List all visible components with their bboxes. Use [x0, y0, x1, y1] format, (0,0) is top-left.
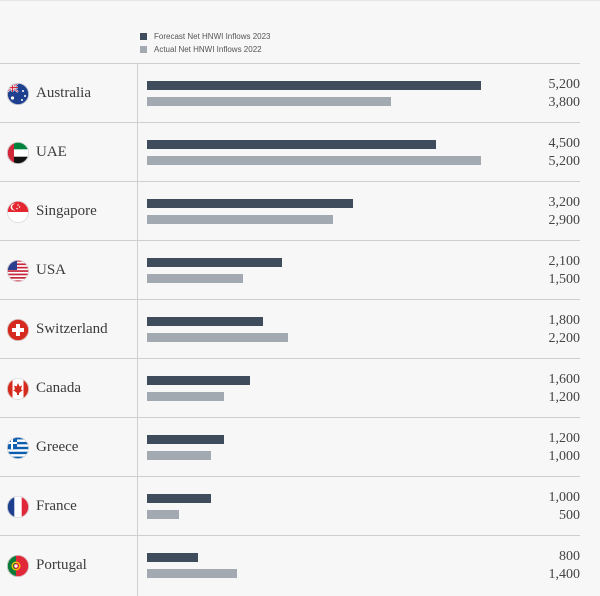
value-label-actual: 1,400 — [548, 567, 581, 582]
singapore-flag-icon — [7, 201, 29, 223]
bar-actual — [147, 274, 244, 283]
bar-forecast — [147, 140, 437, 149]
value-label-actual: 1,200 — [548, 390, 581, 405]
bar-forecast — [147, 376, 250, 385]
canada-flag-icon — [7, 378, 29, 400]
bar-actual — [147, 156, 481, 165]
value-label-actual: 1,000 — [548, 449, 581, 464]
chart-row: Singapore 3,200 2,900 — [0, 181, 580, 241]
chart-row: Greece 1,200 1,000 — [0, 417, 580, 477]
greece-flag-icon — [7, 437, 29, 459]
category-label: Singapore — [36, 203, 97, 219]
bar-actual — [147, 569, 237, 578]
category-label: Canada — [36, 380, 81, 396]
value-label-actual: 1,500 — [548, 272, 581, 287]
value-label-forecast: 2,100 — [548, 254, 581, 269]
bar-actual — [147, 97, 392, 106]
value-label-forecast: 4,500 — [548, 136, 581, 151]
value-label-forecast: 1,200 — [548, 431, 581, 446]
bar-actual — [147, 392, 225, 401]
category-label: Australia — [36, 85, 91, 101]
usa-flag-icon — [7, 260, 29, 282]
legend-label-forecast: Forecast Net HNWI Inflows 2023 — [154, 32, 271, 41]
category-label: Greece — [36, 439, 79, 455]
value-label-forecast: 1,000 — [548, 490, 581, 505]
value-label-forecast: 1,600 — [548, 372, 581, 387]
chart-row: Switzerland 1,800 2,200 — [0, 299, 580, 359]
value-label-actual: 5,200 — [548, 154, 581, 169]
chart-row: Australia 5,200 3,800 — [0, 63, 580, 123]
bar-actual — [147, 510, 180, 519]
bar-forecast — [147, 435, 225, 444]
bar-forecast — [147, 553, 199, 562]
bar-forecast — [147, 81, 481, 90]
bar-actual — [147, 451, 212, 460]
legend-label-actual: Actual Net HNWI Inflows 2022 — [154, 45, 262, 54]
australia-flag-icon — [7, 83, 29, 105]
bar-actual — [147, 215, 334, 224]
category-label: France — [36, 498, 77, 514]
france-flag-icon — [7, 496, 29, 518]
value-label-forecast: 1,800 — [548, 313, 581, 328]
category-label: Portugal — [36, 557, 87, 573]
bar-forecast — [147, 258, 282, 267]
category-label: USA — [36, 262, 67, 278]
legend-swatch-actual — [140, 46, 147, 53]
value-label-actual: 500 — [559, 508, 580, 523]
legend-item-actual: Actual Net HNWI Inflows 2022 — [140, 43, 270, 56]
category-label: Switzerland — [36, 321, 108, 337]
legend-item-forecast: Forecast Net HNWI Inflows 2023 — [140, 30, 270, 43]
top-border — [0, 0, 600, 1]
chart-legend: Forecast Net HNWI Inflows 2023 Actual Ne… — [140, 30, 270, 56]
portugal-flag-icon — [7, 555, 29, 577]
bar-forecast — [147, 199, 353, 208]
chart-row: Portugal 800 1,400 — [0, 535, 580, 595]
legend-swatch-forecast — [140, 33, 147, 40]
value-label-forecast: 3,200 — [548, 195, 581, 210]
value-label-forecast: 5,200 — [548, 77, 581, 92]
value-label-forecast: 800 — [559, 549, 580, 564]
value-label-actual: 2,900 — [548, 213, 581, 228]
value-label-actual: 3,800 — [548, 95, 581, 110]
bar-forecast — [147, 317, 263, 326]
category-label: UAE — [36, 144, 67, 160]
label-divider — [137, 63, 138, 596]
bar-forecast — [147, 494, 212, 503]
uae-flag-icon — [7, 142, 29, 164]
value-label-actual: 2,200 — [548, 331, 581, 346]
chart-row: France 1,000 500 — [0, 476, 580, 536]
bar-actual — [147, 333, 289, 342]
chart-row: UAE 4,500 5,200 — [0, 122, 580, 182]
chart-row: USA 2,100 1,500 — [0, 240, 580, 300]
chart-row: Canada 1,600 1,200 — [0, 358, 580, 418]
switzerland-flag-icon — [7, 319, 29, 341]
